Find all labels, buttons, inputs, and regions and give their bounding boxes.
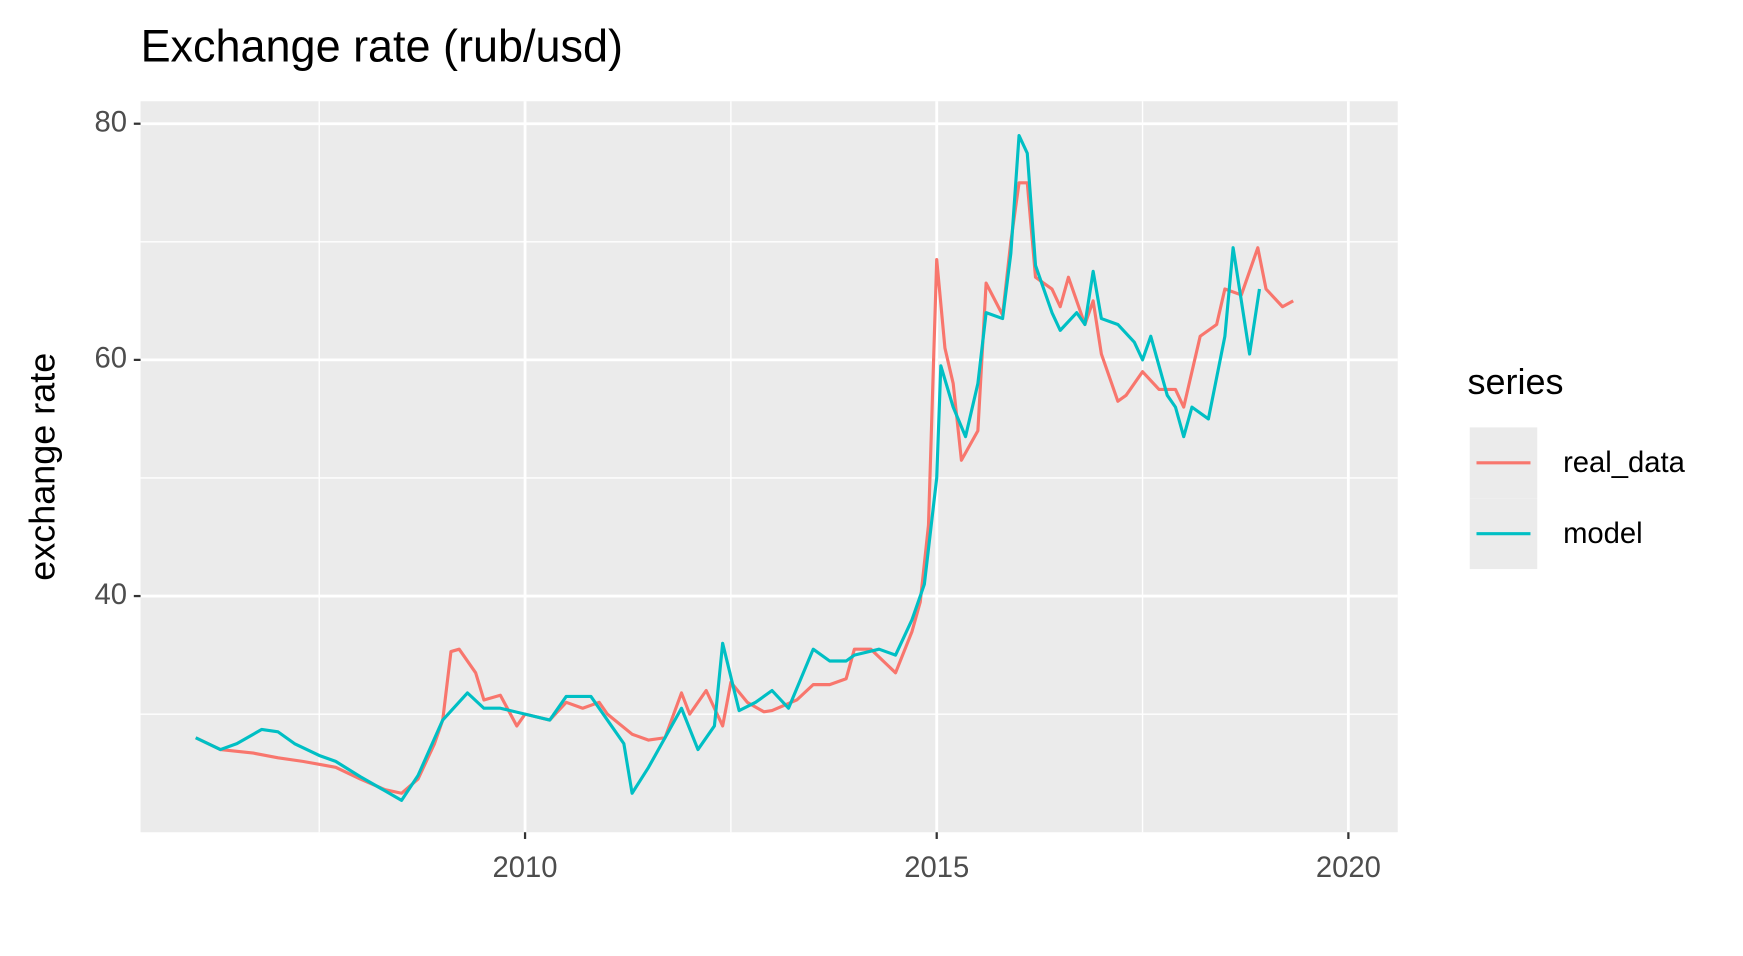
legend-label: model (1563, 518, 1643, 550)
legend-title: series (1467, 361, 1563, 402)
plot-panel (140, 101, 1398, 833)
series-line (195, 181, 1294, 795)
x-tick-label: 2020 (1316, 852, 1381, 884)
legend-label: real_data (1563, 447, 1686, 479)
y-tick-label: 80 (95, 106, 128, 138)
y-tick-label: 60 (95, 343, 128, 375)
y-tick-label: 40 (95, 579, 128, 611)
y-axis-title: exchange rate (21, 353, 62, 581)
chart-title: Exchange rate (rub/usd) (141, 20, 623, 71)
series-line (195, 133, 1262, 802)
x-tick-label: 2015 (904, 852, 969, 884)
x-tick-label: 2010 (493, 852, 558, 884)
